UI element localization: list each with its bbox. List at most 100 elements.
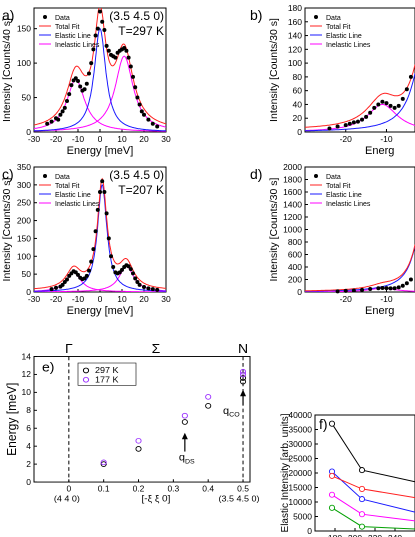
- data-point: [124, 48, 129, 53]
- qds-sub: DS: [185, 459, 195, 466]
- legend-label: Total Fit: [55, 183, 80, 190]
- data-point: [109, 254, 113, 259]
- series-point-2: [358, 496, 366, 503]
- panel-letter: d): [250, 166, 262, 182]
- series-point-4: [328, 491, 336, 498]
- hkl-start-label: (4 4 0): [54, 494, 80, 504]
- y-tick-label: 0: [297, 287, 302, 297]
- y-tick-label: 60: [293, 86, 303, 96]
- series-point-5: [358, 523, 366, 530]
- data-point: [400, 283, 405, 288]
- y-tick-label: 12: [22, 370, 32, 379]
- data-point: [360, 117, 365, 122]
- legend-label: Elastic Line: [55, 33, 91, 40]
- data-point-297k: [181, 419, 188, 425]
- y-tick-label: 50: [22, 269, 32, 279]
- x-tick-label: 240: [388, 533, 402, 537]
- y-tick-label: 800: [288, 237, 302, 247]
- y-tick-label: 200: [288, 275, 302, 285]
- x-tick-label: 200: [348, 533, 362, 537]
- plot-frame: [304, 166, 415, 293]
- x-tick-label: -10: [72, 294, 85, 304]
- y-tick-label: 150: [17, 24, 31, 34]
- data-point: [95, 26, 100, 31]
- inelastic-line-2: [34, 55, 166, 132]
- data-point: [106, 48, 111, 53]
- data-point: [408, 277, 413, 282]
- data-point: [87, 71, 91, 76]
- y-tick-label: 5000: [293, 512, 312, 522]
- legend-label: Data: [55, 174, 70, 181]
- data-point: [142, 285, 146, 289]
- panel-letter: b): [250, 7, 262, 23]
- data-point: [380, 285, 385, 290]
- y-axis-label: Intensity [Counts/30 s]: [268, 177, 280, 281]
- x-tick-label: -20: [50, 294, 63, 304]
- legend-marker-data: [43, 174, 47, 178]
- legend-label: Total Fit: [326, 183, 351, 190]
- x-axis-label: Energy [meV]: [67, 305, 134, 317]
- data-point: [351, 288, 356, 293]
- y-tick-label: 1400: [283, 200, 302, 210]
- data-point: [150, 121, 155, 126]
- y-tick-label: 30000: [288, 439, 312, 449]
- x-tick-label: 0: [98, 294, 103, 304]
- annotation-q: (3.5 4.5 0): [109, 168, 164, 182]
- y-tick-label: 160: [288, 17, 302, 27]
- data-point: [67, 92, 72, 97]
- y-tick-label: 600: [288, 250, 302, 260]
- series-point-3: [358, 485, 366, 493]
- y-tick-label: 40000: [288, 410, 312, 420]
- series-point-5: [328, 504, 336, 511]
- y-tick-label: 15000: [288, 483, 312, 493]
- data-point: [400, 96, 405, 101]
- y-axis-label: Elastic Intensity [arb. units]: [280, 413, 291, 532]
- y-tick-label: 0: [307, 526, 312, 536]
- y-axis-label: Intensity [Counts/30 s]: [1, 177, 13, 281]
- data-point: [100, 19, 105, 24]
- data-point: [137, 282, 142, 287]
- x-tick-label: 20: [139, 134, 149, 144]
- data-point: [368, 287, 373, 291]
- data-point: [49, 287, 54, 292]
- data-point: [404, 281, 409, 286]
- x-tick-label: 0.1: [98, 485, 110, 494]
- series-point-3: [328, 472, 336, 479]
- y-tick-label: 40: [293, 99, 303, 109]
- data-point-297k: [205, 402, 212, 409]
- data-point: [91, 47, 96, 52]
- data-point: [384, 101, 389, 106]
- data-point: [388, 286, 393, 291]
- data-point: [56, 117, 61, 122]
- y-tick-label: 4: [26, 442, 31, 451]
- legend-label: Elastic Line: [55, 192, 91, 199]
- data-point: [335, 289, 340, 294]
- series-line-2: [331, 471, 415, 513]
- data-point: [122, 45, 127, 50]
- data-point: [126, 264, 131, 269]
- legend-label: Total Fit: [326, 24, 351, 31]
- data-point: [84, 273, 89, 278]
- legend-label: Data: [326, 15, 341, 22]
- y-tick-label: 1200: [283, 212, 302, 222]
- legend: Data Total Fit Elastic Line Inelastic Lines: [310, 174, 371, 208]
- data-point: [102, 28, 107, 33]
- data-point: [146, 286, 151, 291]
- x-tick-label: -20: [340, 294, 353, 304]
- data-point: [87, 268, 91, 273]
- y-tick-label: 2000: [283, 162, 302, 172]
- data-point: [65, 99, 69, 103]
- data-point: [137, 102, 142, 107]
- data-point: [142, 112, 146, 117]
- data-point: [93, 33, 98, 38]
- data-point: [139, 109, 144, 114]
- data-point: [128, 64, 133, 69]
- inelastic-line-1: [305, 287, 415, 292]
- data-point-177k: [135, 437, 142, 444]
- data-point: [120, 267, 124, 272]
- data-point: [404, 87, 409, 92]
- x-tick-label: -30: [28, 134, 41, 144]
- x-tick-label: -20: [50, 134, 63, 144]
- data-point-177k: [181, 412, 188, 419]
